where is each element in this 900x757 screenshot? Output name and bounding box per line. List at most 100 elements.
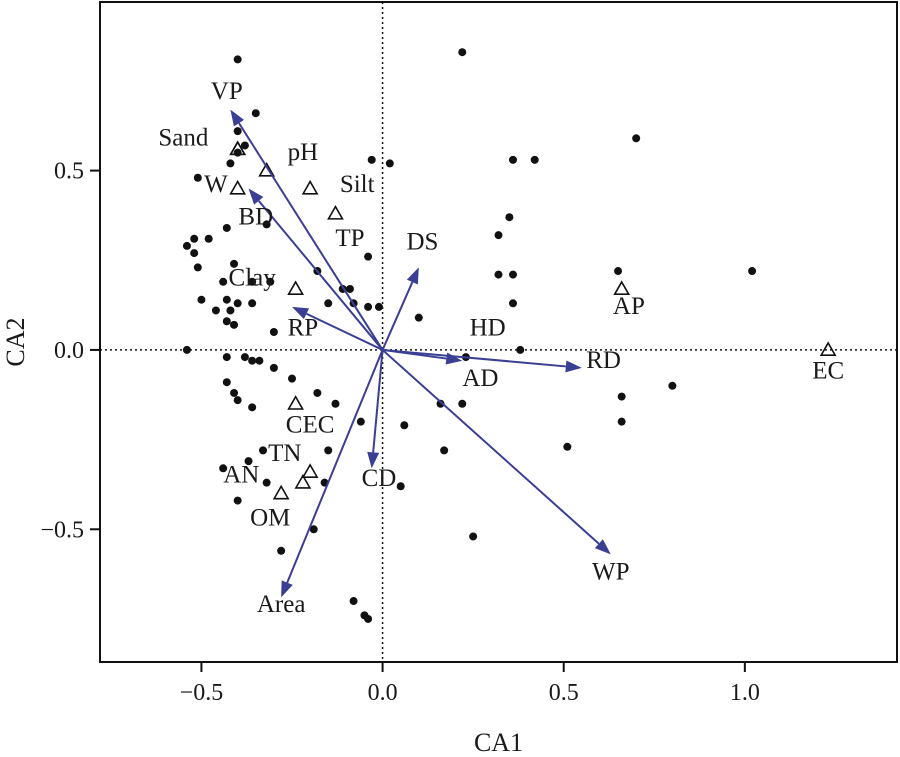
- site-point: [563, 442, 572, 451]
- arrow-shaft: [238, 122, 384, 351]
- species-triangle-tn: [301, 463, 319, 478]
- label-w: W: [204, 171, 228, 198]
- site-point: [440, 446, 449, 455]
- site-point: [508, 270, 517, 279]
- label-clay: Clay: [229, 264, 277, 291]
- arrow-head: [248, 188, 264, 205]
- site-point: [516, 345, 525, 354]
- env-arrow-wp: [381, 349, 611, 555]
- arrow-head: [445, 352, 463, 365]
- env-arrow-cd: [367, 349, 384, 469]
- species-triangle-silt: [301, 179, 319, 195]
- arrow-shaft: [286, 349, 384, 584]
- arrow-shaft: [382, 348, 566, 368]
- env-arrow-area: [281, 349, 384, 598]
- site-point: [458, 399, 467, 408]
- site-point: [219, 277, 228, 286]
- label-silt: Silt: [340, 171, 375, 198]
- site-point: [458, 48, 467, 57]
- site-point: [262, 478, 271, 487]
- site-point: [251, 109, 260, 118]
- site-point: [288, 374, 297, 383]
- arrow-shaft: [257, 200, 384, 351]
- species-triangle-om: [272, 484, 290, 500]
- y-axis-title: CA2: [1, 317, 30, 366]
- site-point: [617, 392, 626, 401]
- arrow-head: [565, 360, 582, 373]
- arrow-head: [594, 539, 611, 555]
- label-ad: AD: [462, 365, 498, 392]
- site-point: [614, 267, 623, 276]
- site-point: [222, 295, 231, 304]
- label-bd: BD: [238, 203, 273, 230]
- arrow-shaft: [381, 281, 414, 351]
- site-point: [222, 353, 231, 362]
- species-triangle-w: [229, 179, 247, 195]
- y-tick-label: 0.0: [54, 338, 84, 364]
- site-point: [313, 388, 322, 397]
- x-tick-label: 1.0: [730, 680, 760, 706]
- env-arrow-rd: [382, 348, 582, 373]
- site-point: [356, 417, 365, 426]
- arrow-shaft: [372, 349, 384, 453]
- site-point: [331, 399, 340, 408]
- site-point: [193, 263, 202, 272]
- site-point: [226, 159, 235, 168]
- species-triangle-ap: [613, 280, 631, 296]
- arrow-head: [281, 580, 293, 598]
- site-point: [266, 277, 275, 286]
- label-hd: HD: [470, 315, 506, 342]
- env-arrow-ds: [381, 267, 419, 351]
- species-triangle-cec: [287, 395, 305, 410]
- site-point: [233, 127, 242, 136]
- site-point: [248, 356, 257, 365]
- label-cec: CEC: [286, 411, 335, 438]
- arrow-head: [292, 306, 310, 320]
- site-point: [269, 328, 278, 336]
- x-tick-label: −0.5: [180, 680, 224, 706]
- site-point: [219, 464, 228, 473]
- env-arrow-rp: [292, 306, 384, 351]
- env-arrow-vp: [230, 109, 384, 351]
- site-point: [190, 234, 199, 243]
- site-point: [494, 270, 503, 279]
- site-point: [240, 141, 249, 150]
- y-tick-label: 0.5: [54, 159, 84, 185]
- x-axis-title: CA1: [474, 728, 523, 757]
- site-point: [211, 306, 220, 315]
- site-point: [233, 496, 242, 505]
- label-cd: CD: [362, 465, 397, 492]
- site-point: [262, 220, 271, 229]
- species-triangle-an: [294, 474, 312, 489]
- arrow-head: [367, 451, 380, 469]
- site-point: [469, 532, 478, 541]
- label-om: OM: [250, 505, 290, 532]
- site-point: [374, 302, 383, 311]
- label-tn: TN: [268, 440, 301, 467]
- site-point: [182, 345, 191, 354]
- site-point: [233, 396, 242, 405]
- label-ph: pH: [288, 139, 319, 166]
- site-point: [190, 249, 199, 258]
- arrow-shaft: [381, 349, 600, 545]
- site-point: [222, 378, 231, 387]
- site-point: [233, 55, 242, 64]
- species-triangle-clay: [287, 280, 305, 296]
- site-point: [233, 299, 242, 308]
- site-point: [345, 284, 354, 293]
- env-arrow-w: [248, 188, 384, 351]
- label-ap: AP: [613, 293, 645, 320]
- site-point: [494, 231, 503, 240]
- label-tp: TP: [335, 225, 364, 252]
- y-tick-label: −0.5: [40, 517, 84, 543]
- label-ds: DS: [406, 229, 438, 256]
- site-point: [248, 299, 257, 308]
- site-point: [240, 353, 249, 362]
- site-point: [248, 277, 257, 286]
- label-rd: RD: [586, 347, 621, 374]
- site-point: [385, 159, 394, 168]
- site-point: [222, 223, 231, 232]
- species-triangle-ec: [819, 341, 837, 356]
- label-area: Area: [257, 591, 306, 618]
- site-point: [530, 155, 539, 164]
